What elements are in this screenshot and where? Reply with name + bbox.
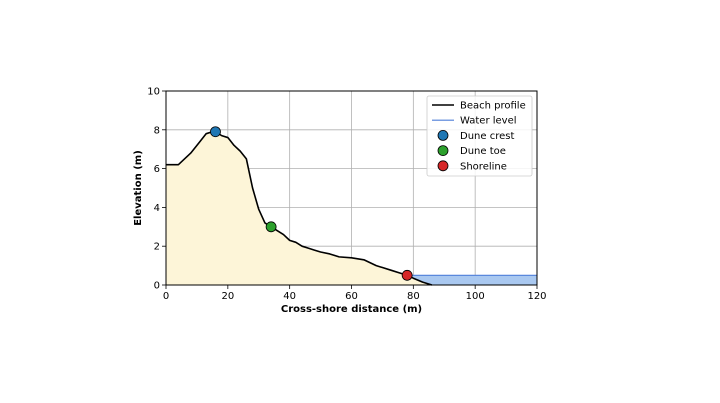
x-tick-label: 0 <box>163 291 169 302</box>
legend-dune-crest-swatch <box>437 129 449 141</box>
x-tick-label: 40 <box>283 291 296 302</box>
x-tick-label: 80 <box>407 291 420 302</box>
area-fills <box>166 131 537 285</box>
shoreline-marker <box>401 269 413 281</box>
legend-shoreline-label: Shoreline <box>460 161 507 172</box>
legend-beach-profile-label: Beach profile <box>460 101 526 112</box>
legend-water-level-label: Water level <box>460 116 517 127</box>
y-axis-label: Elevation (m) <box>133 150 144 226</box>
x-axis-label: Cross-shore distance (m) <box>281 304 422 315</box>
y-tick-label: 8 <box>154 125 160 136</box>
y-tick-label: 10 <box>147 87 160 98</box>
y-tick-label: 0 <box>154 281 160 292</box>
water-fill <box>407 275 537 285</box>
y-tick-label: 6 <box>154 164 160 175</box>
sand-fill <box>166 131 432 285</box>
legend: Beach profile Water level Dune crest Dune t… <box>426 95 533 177</box>
legend-dune-toe-label: Dune toe <box>460 146 506 157</box>
x-tick-label: 120 <box>527 291 546 302</box>
legend-shoreline-swatch <box>437 160 449 172</box>
y-tick-label: 2 <box>154 242 160 253</box>
x-tick-label: 60 <box>345 291 358 302</box>
legend-dune-toe-swatch <box>437 145 449 157</box>
x-tick-label: 100 <box>466 291 485 302</box>
x-tick-label: 20 <box>221 291 234 302</box>
markers <box>210 126 413 281</box>
axis-ticks: 0 20 40 60 80 100 120 0 2 4 6 8 10 <box>147 87 546 303</box>
dune-crest-marker <box>210 126 221 138</box>
legend-box <box>426 95 533 177</box>
dune-toe-marker <box>265 221 277 233</box>
y-tick-label: 4 <box>154 203 160 214</box>
legend-dune-crest-label: Dune crest <box>460 131 514 142</box>
